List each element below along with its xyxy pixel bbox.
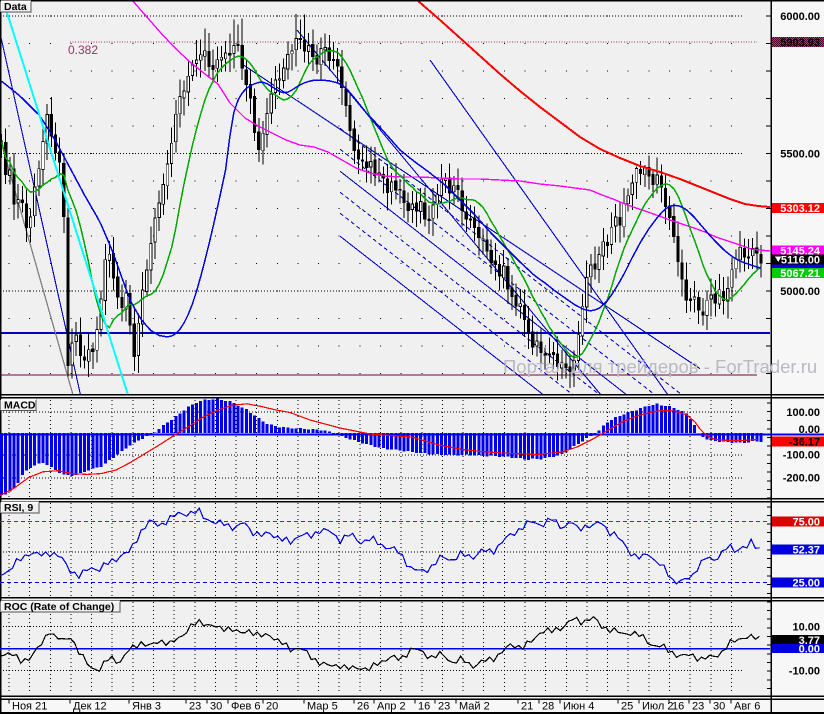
svg-text:MACD: MACD [4,400,36,412]
svg-text:Авг 6: Авг 6 [734,701,760,713]
svg-text:Апр 2: Апр 2 [377,701,406,713]
svg-text:Data: Data [4,1,27,13]
svg-text:-200.00: -200.00 [783,473,820,485]
svg-text:23: 23 [692,701,704,713]
svg-text:6000.00: 6000.00 [780,11,820,23]
svg-text:75.00: 75.00 [792,517,820,529]
svg-text:5116.00: 5116.00 [781,255,820,267]
svg-text:28: 28 [542,701,554,713]
svg-text:52.37: 52.37 [792,545,820,557]
svg-text:5500.00: 5500.00 [780,149,820,161]
svg-text:0.00: 0.00 [799,424,820,436]
svg-text:Янв 3: Янв 3 [132,701,161,713]
svg-text:20: 20 [266,701,278,713]
svg-text:-10.00: -10.00 [789,666,820,678]
svg-text:16: 16 [672,701,684,713]
svg-text:RSI, 9: RSI, 9 [4,502,33,514]
svg-text:Ноя 21: Ноя 21 [12,701,47,713]
svg-text:Май 2: Май 2 [459,701,490,713]
svg-text:23: 23 [438,701,450,713]
svg-text:5303.12: 5303.12 [780,203,820,215]
svg-text:100.00: 100.00 [786,407,820,419]
svg-text:10.00: 10.00 [792,622,820,634]
svg-text:Мар 5: Мар 5 [307,701,338,713]
svg-text:0.00: 0.00 [799,644,820,656]
svg-text:30: 30 [713,701,725,713]
svg-text:5000.00: 5000.00 [780,286,820,298]
svg-text:5067.21: 5067.21 [780,268,820,280]
svg-text:Дек 12: Дек 12 [73,701,107,713]
svg-text:30: 30 [210,701,222,713]
svg-text:ROC (Rate of Change): ROC (Rate of Change) [4,601,114,613]
svg-text:25: 25 [621,701,633,713]
svg-text:-36.17: -36.17 [789,437,820,449]
svg-text:Портал для трейдеров - ForTrad: Портал для трейдеров - ForTrader.ru [503,356,817,377]
svg-text:Июл 2: Июл 2 [642,701,674,713]
svg-text:-100.00: -100.00 [783,450,820,462]
svg-text:Июн 4: Июн 4 [563,701,594,713]
svg-text:26: 26 [357,701,369,713]
svg-text:21: 21 [521,701,533,713]
svg-text:5903.93: 5903.93 [780,37,820,49]
svg-text:0.382: 0.382 [68,43,98,57]
svg-text:23: 23 [189,701,201,713]
svg-text:Фев 6: Фев 6 [231,701,261,713]
svg-text:25.00: 25.00 [792,578,820,590]
svg-text:16: 16 [418,701,430,713]
